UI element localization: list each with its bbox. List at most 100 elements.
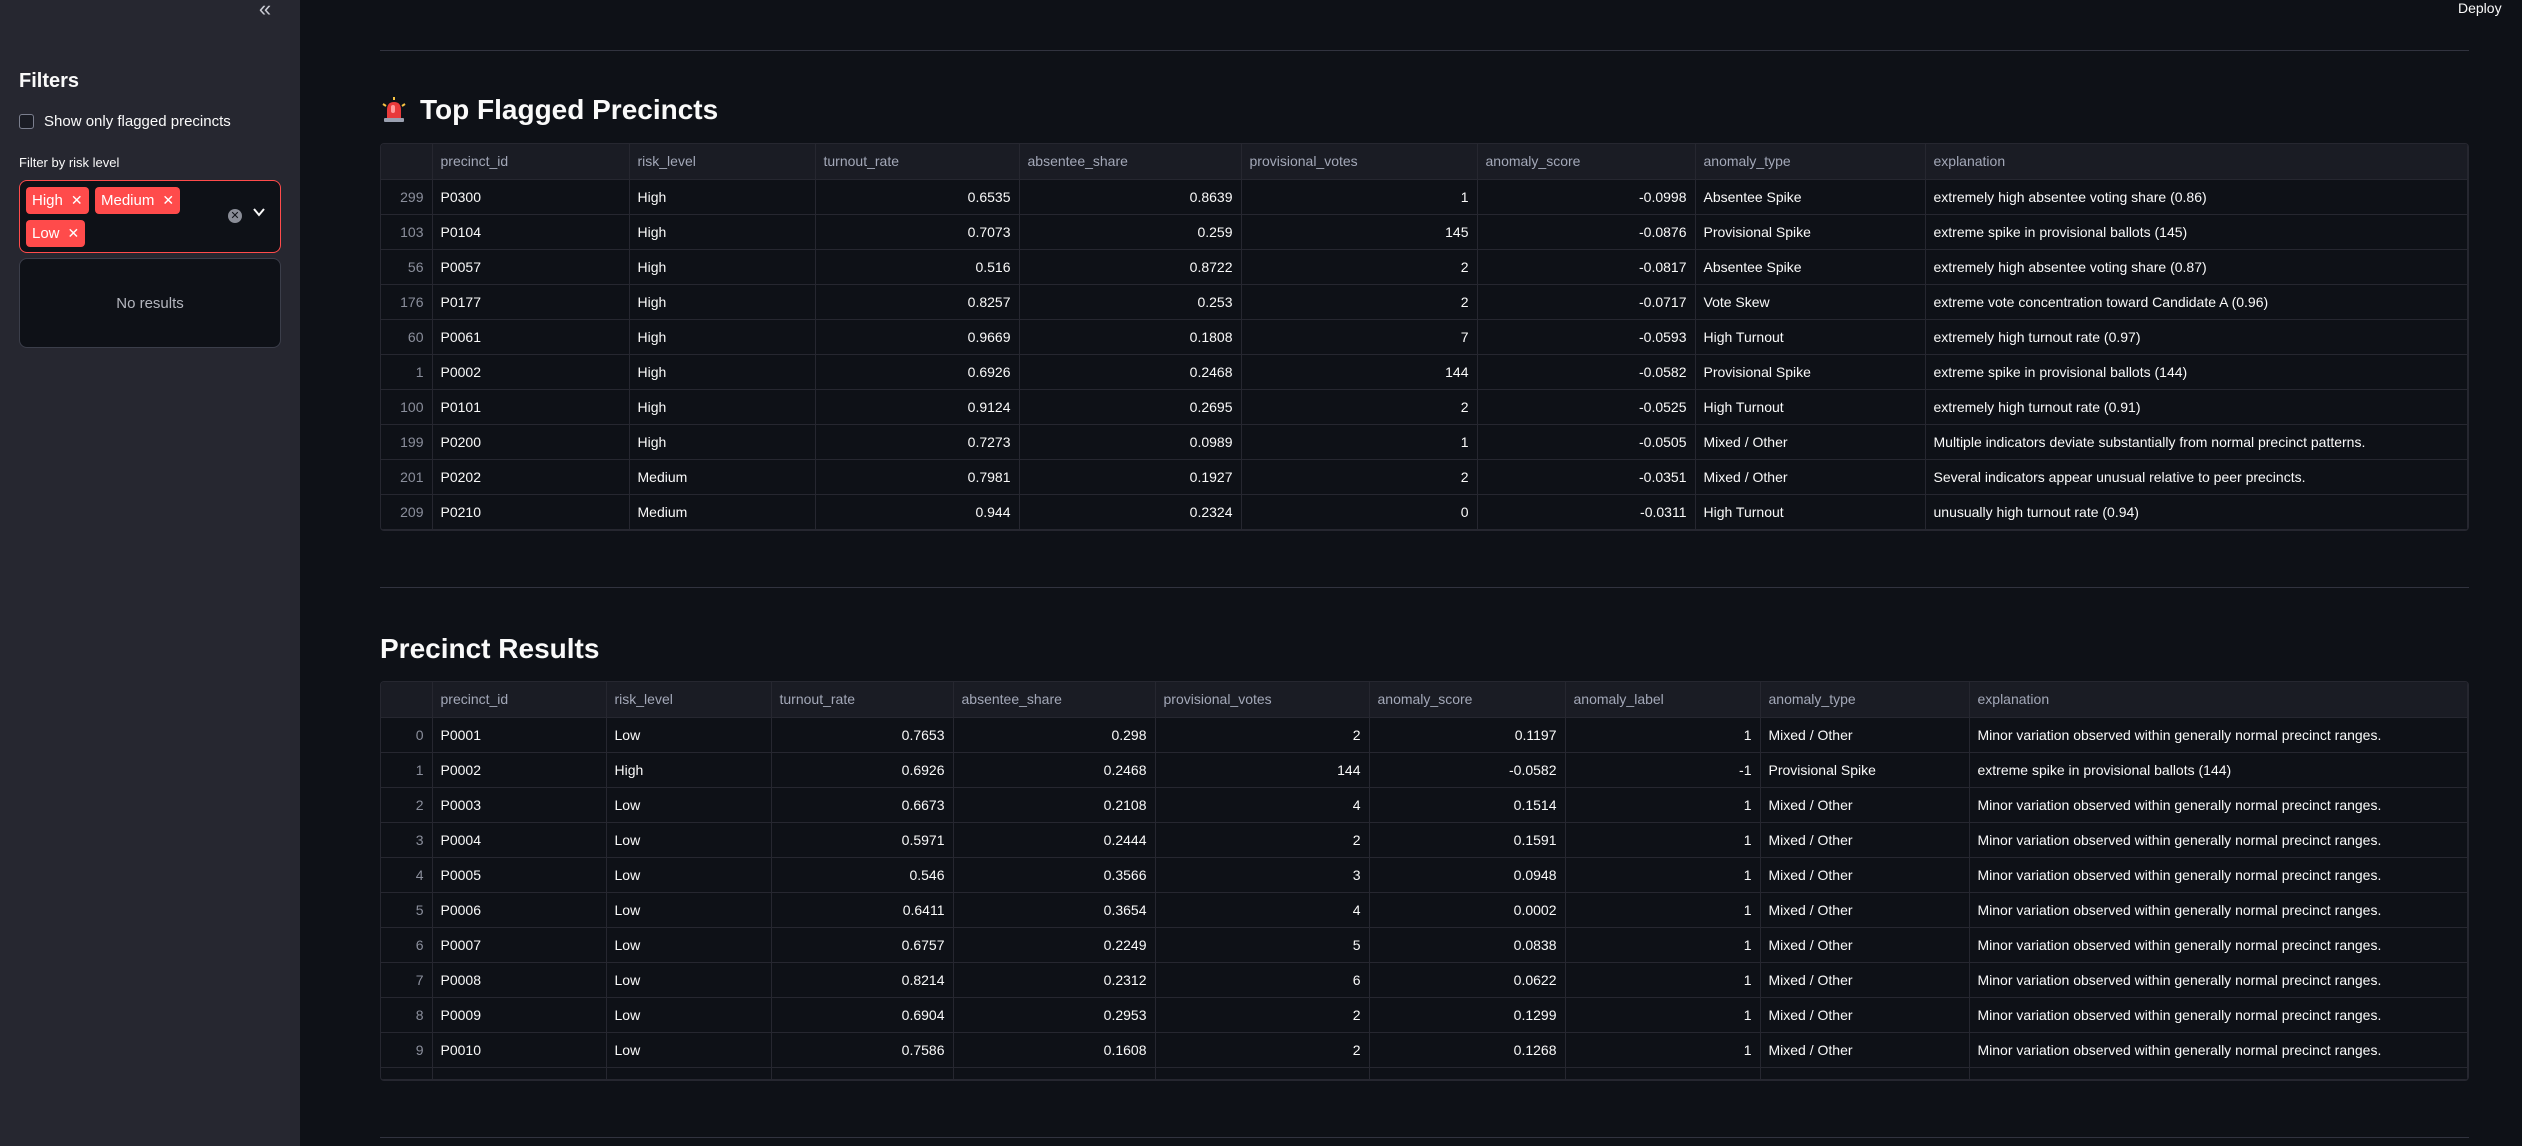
table-cell[interactable]: 144 [1155,752,1370,788]
table-cell[interactable]: Minor variation observed within generall… [1969,717,2468,753]
table-cell[interactable]: 299 [381,179,433,215]
table-cell[interactable]: 0.2444 [953,822,1156,858]
table-cell[interactable]: Provisional Spike [1760,752,1970,788]
table-cell[interactable]: 0.944 [815,494,1020,530]
table-cell[interactable]: 0.7653 [771,717,954,753]
table-cell[interactable]: Mixed / Other [1760,997,1970,1033]
table-cell[interactable]: 0.1197 [1369,717,1566,753]
table-cell[interactable]: High Turnout [1695,319,1926,355]
table-cell[interactable]: 6 [1155,962,1370,998]
table-cell[interactable]: Absentee Spike [1695,249,1926,285]
table-cell[interactable]: 0.6926 [771,752,954,788]
table-cell[interactable]: 0.2324 [1019,494,1242,530]
table-cell[interactable]: 1 [1565,1032,1761,1068]
table-cell[interactable]: P0300 [432,179,630,215]
table-cell[interactable]: High [629,354,816,390]
table-row[interactable]: 60 P0061 High 0.9669 0.1808 7 -0.0593 High Turn… [381,319,2468,355]
table-cell[interactable]: High [629,214,816,250]
table-cell[interactable]: 2 [1155,997,1370,1033]
table-cell[interactable]: Minor variation observed within generall… [1969,997,2468,1033]
table-cell[interactable]: extremely high turnout rate (0.97) [1925,319,2468,355]
table-cell[interactable]: P0010 [432,1032,607,1068]
table-cell[interactable]: Minor variation observed within generall… [1969,892,2468,928]
table-cell[interactable]: 199 [381,424,433,460]
table-cell[interactable]: High [629,249,816,285]
table-cell[interactable]: Mixed / Other [1760,962,1970,998]
table-cell[interactable]: Minor variation observed within generall… [1969,927,2468,963]
table-cell[interactable]: 0.516 [815,249,1020,285]
flagged-table[interactable]: precinct_id risk_level turnout_rate absente… [380,143,2469,531]
table-row[interactable]: 9 P0010 Low 0.7586 0.1608 2 0.1268 1 Mixed / Oth… [381,1032,2468,1068]
table-cell[interactable]: Mixed / Other [1760,857,1970,893]
table-cell[interactable]: High [629,424,816,460]
table-cell[interactable]: 9 [381,1032,433,1068]
table-cell[interactable]: 0.2312 [953,962,1156,998]
flagged-only-checkbox[interactable] [19,114,34,129]
table-cell[interactable]: -0.0876 [1477,214,1696,250]
column-header[interactable]: explanation [1969,682,2468,718]
table-cell[interactable]: Low [606,857,772,893]
column-header[interactable]: anomaly_type [1695,144,1926,180]
table-cell[interactable]: 2 [1155,717,1370,753]
table-cell[interactable]: -0.0311 [1477,494,1696,530]
table-cell[interactable]: 2 [1241,249,1478,285]
table-cell[interactable]: 0.9669 [815,319,1020,355]
table-cell[interactable]: -0.0998 [1477,179,1696,215]
table-cell[interactable]: Minor variation observed within generall… [1969,1032,2468,1068]
table-cell[interactable]: extreme spike in provisional ballots (14… [1925,214,2468,250]
table-cell[interactable]: 0.6535 [815,179,1020,215]
table-row[interactable]: 1 P0002 High 0.6926 0.2468 144 -0.0582 Provisio… [381,354,2468,390]
table-cell[interactable]: Mixed / Other [1760,892,1970,928]
table-cell[interactable]: 0.2249 [953,927,1156,963]
table-cell[interactable]: P0057 [432,249,630,285]
table-cell[interactable]: 1 [1241,179,1478,215]
table-cell[interactable]: Several indicators appear unusual relati… [1925,459,2468,495]
table-cell[interactable]: Medium [629,459,816,495]
table-cell[interactable]: -0.0351 [1477,459,1696,495]
table-cell[interactable]: Mixed / Other [1760,717,1970,753]
table-cell[interactable]: Low [606,962,772,998]
table-cell[interactable]: 0.2108 [953,787,1156,823]
table-cell[interactable]: 0.9124 [815,389,1020,425]
table-cell[interactable]: 3 [1155,857,1370,893]
table-cell[interactable]: 1 [1565,717,1761,753]
table-cell[interactable]: P0200 [432,424,630,460]
table-cell[interactable]: Mixed / Other [1760,822,1970,858]
table-cell[interactable]: 1 [1565,787,1761,823]
column-header[interactable]: risk_level [629,144,816,180]
table-cell[interactable]: 5 [1155,927,1370,963]
table-cell[interactable]: P0007 [432,927,607,963]
table-cell[interactable]: Low [606,822,772,858]
table-cell[interactable]: 176 [381,284,433,320]
table-cell[interactable]: 1 [1241,424,1478,460]
column-header[interactable]: anomaly_score [1369,682,1566,718]
table-cell[interactable]: extremely high turnout rate (0.91) [1925,389,2468,425]
table-row[interactable]: 176 P0177 High 0.8257 0.253 2 -0.0717 Vote Skew… [381,284,2468,320]
remove-chip-icon[interactable]: ✕ [70,192,83,208]
table-cell[interactable]: P0009 [432,997,607,1033]
table-cell[interactable]: 1 [1565,892,1761,928]
table-cell[interactable]: 145 [1241,214,1478,250]
table-cell[interactable]: 1 [1565,997,1761,1033]
table-cell[interactable]: 56 [381,249,433,285]
table-row[interactable]: 56 P0057 High 0.516 0.8722 2 -0.0817 Absentee S… [381,249,2468,285]
table-cell[interactable]: 4 [1155,787,1370,823]
table-cell[interactable]: 2 [1155,1032,1370,1068]
table-cell[interactable]: 0.7981 [815,459,1020,495]
table-cell[interactable]: Medium [629,494,816,530]
flagged-only-checkbox-row[interactable]: Show only flagged precincts [19,113,231,130]
table-cell[interactable]: Vote Skew [1695,284,1926,320]
table-row[interactable]: 0 P0001 Low 0.7653 0.298 2 0.1197 1 Mixed / Othe… [381,717,2468,753]
column-header[interactable]: anomaly_label [1565,682,1761,718]
table-cell[interactable]: 60 [381,319,433,355]
table-cell[interactable]: P0004 [432,822,607,858]
table-cell[interactable]: High Turnout [1695,494,1926,530]
table-cell[interactable]: 0.0948 [1369,857,1566,893]
table-cell[interactable]: P0006 [432,892,607,928]
remove-chip-icon[interactable]: ✕ [67,225,80,241]
table-cell[interactable]: Mixed / Other [1695,459,1926,495]
column-header[interactable]: turnout_rate [771,682,954,718]
table-cell[interactable]: P0177 [432,284,630,320]
table-cell[interactable]: 0.1591 [1369,822,1566,858]
table-cell[interactable]: extremely high absentee voting share (0.… [1925,179,2468,215]
